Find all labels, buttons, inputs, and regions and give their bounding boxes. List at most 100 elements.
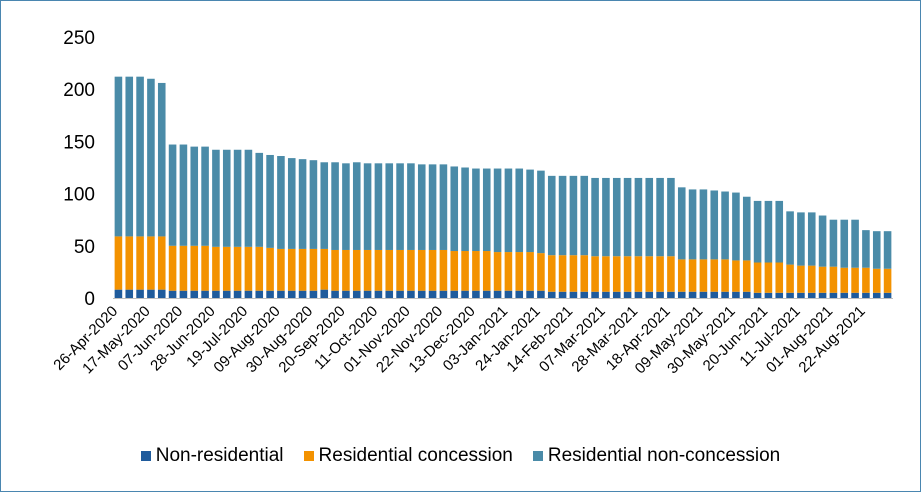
- bar-segment-non-residential: [233, 290, 242, 298]
- bar-segment-residential-non-concession: [201, 146, 209, 246]
- bar-segment-residential-non-concession: [829, 219, 838, 267]
- bar-segment-residential-concession: [612, 256, 621, 292]
- legend-label-residential-non-concession: Residential non-concession: [547, 445, 781, 466]
- bar-segment-residential-non-concession: [547, 175, 556, 256]
- bar-segment-residential-concession: [667, 256, 675, 292]
- y-axis: 0 50 100 150 200 250: [63, 28, 95, 310]
- bar-segment-non-residential: [266, 290, 274, 298]
- bar-segment-residential-non-concession: [342, 163, 350, 250]
- legend-swatch-residential-concession: [303, 451, 314, 461]
- bar-segment-residential-non-concession: [807, 212, 816, 266]
- bar-segment-non-residential: [212, 290, 220, 298]
- bar-segment-residential-concession: [342, 249, 350, 291]
- bar-segment-residential-non-concession: [114, 76, 123, 237]
- bar-segment-residential-non-concession: [472, 168, 480, 252]
- bar-segment-residential-concession: [775, 262, 784, 293]
- bar-segment-residential-non-concession: [136, 76, 144, 237]
- bar-segment-residential-non-concession: [309, 160, 318, 249]
- legend-swatch-residential-non-concession: [532, 451, 543, 461]
- bar-segment-residential-concession: [125, 236, 134, 290]
- bar-segment-residential-non-concession: [255, 152, 264, 247]
- bar-segment-residential-concession: [645, 256, 654, 292]
- bar-segment-non-residential: [526, 290, 534, 298]
- bar-segment-residential-concession: [602, 256, 610, 292]
- bar-segment-residential-concession: [753, 262, 762, 293]
- bar-segment-residential-non-concession: [602, 177, 610, 257]
- bar-segment-residential-non-concession: [569, 175, 578, 256]
- bar-segment-residential-non-concession: [721, 191, 729, 260]
- bar-segment-residential-concession: [309, 248, 318, 291]
- bar-segment-non-residential: [753, 292, 762, 298]
- bar-segment-non-residential: [201, 290, 209, 298]
- bar-segment-residential-concession: [450, 251, 459, 291]
- bar-segment-non-residential: [569, 291, 578, 298]
- bar-segment-residential-non-concession: [222, 149, 231, 247]
- bar-segment-residential-concession: [114, 236, 123, 290]
- bar-segment-residential-non-concession: [179, 144, 188, 246]
- bar-segment-residential-non-concession: [493, 168, 502, 253]
- bar-segment-residential-non-concession: [352, 162, 361, 250]
- bar-segment-non-residential: [721, 291, 729, 298]
- bar-segment-non-residential: [656, 291, 664, 298]
- bar-segment-residential-non-concession: [396, 163, 404, 250]
- bar-segment-non-residential: [439, 290, 448, 298]
- bar-segment-non-residential: [883, 292, 892, 298]
- bar-segment-residential-non-concession: [363, 163, 372, 250]
- bar-segment-residential-non-concession: [634, 177, 643, 257]
- bar-segment-residential-non-concession: [244, 149, 253, 247]
- bar-segment-residential-non-concession: [298, 159, 307, 249]
- bar-segment-residential-concession: [439, 249, 448, 291]
- bar-segment-non-residential: [537, 290, 545, 298]
- bar-segment-non-residential: [255, 290, 264, 298]
- bar-segment-residential-concession: [482, 251, 491, 291]
- bar-segment-non-residential: [645, 291, 654, 298]
- bar-segment-residential-non-concession: [883, 231, 892, 269]
- bar-segment-residential-non-concession: [526, 169, 534, 253]
- bar-segment-non-residential: [699, 291, 708, 298]
- bar-segment-residential-non-concession: [656, 177, 664, 257]
- bar-segment-residential-non-concession: [450, 166, 459, 252]
- bar-segment-non-residential: [612, 291, 621, 298]
- bar-segment-residential-non-concession: [753, 200, 762, 263]
- bar-segment-residential-concession: [233, 246, 242, 291]
- bar-segment-residential-concession: [515, 252, 524, 291]
- bar-segment-residential-non-concession: [266, 154, 274, 248]
- bar-segment-non-residential: [222, 290, 231, 298]
- bar-segment-residential-concession: [190, 245, 199, 291]
- bar-segment-residential-concession: [136, 236, 144, 290]
- bars: [114, 76, 892, 298]
- bar-segment-residential-non-concession: [797, 212, 805, 266]
- bar-segment-residential-non-concession: [623, 177, 632, 257]
- bar-segment-residential-non-concession: [732, 192, 740, 261]
- bar-segment-residential-concession: [786, 264, 794, 293]
- bar-segment-non-residential: [840, 292, 849, 298]
- bar-segment-non-residential: [558, 291, 567, 298]
- legend-entry-non-residential: Non-residential: [140, 445, 284, 467]
- bar-segment-non-residential: [417, 290, 426, 298]
- bar-segment-non-residential: [157, 289, 166, 298]
- bar-segment-non-residential: [136, 289, 144, 298]
- bar-segment-residential-non-concession: [786, 211, 794, 265]
- bar-segment-non-residential: [450, 290, 459, 298]
- legend-entry-residential-concession: Residential concession: [303, 445, 513, 467]
- bar-segment-residential-concession: [396, 249, 404, 291]
- bar-segment-non-residential: [688, 291, 697, 298]
- bar-segment-residential-non-concession: [439, 164, 448, 250]
- bar-segment-residential-concession: [385, 249, 394, 291]
- bar-segment-residential-concession: [797, 265, 805, 293]
- bar-segment-residential-concession: [352, 249, 361, 291]
- bar-segment-non-residential: [385, 290, 394, 298]
- bar-segment-residential-non-concession: [775, 200, 784, 263]
- bar-segment-non-residential: [287, 290, 296, 298]
- legend-entry-residential-non-concession: Residential non-concession: [532, 445, 781, 467]
- bar-segment-residential-concession: [147, 236, 155, 290]
- bar-segment-residential-concession: [287, 248, 296, 291]
- bar-segment-non-residential: [634, 291, 643, 298]
- bar-segment-residential-non-concession: [320, 162, 329, 249]
- bar-segment-residential-concession: [428, 249, 437, 291]
- bar-segment-residential-concession: [558, 255, 567, 292]
- bar-segment-non-residential: [309, 290, 318, 298]
- bar-segment-residential-non-concession: [537, 170, 545, 254]
- bar-segment-non-residential: [667, 291, 675, 298]
- bar-segment-residential-concession: [872, 268, 881, 293]
